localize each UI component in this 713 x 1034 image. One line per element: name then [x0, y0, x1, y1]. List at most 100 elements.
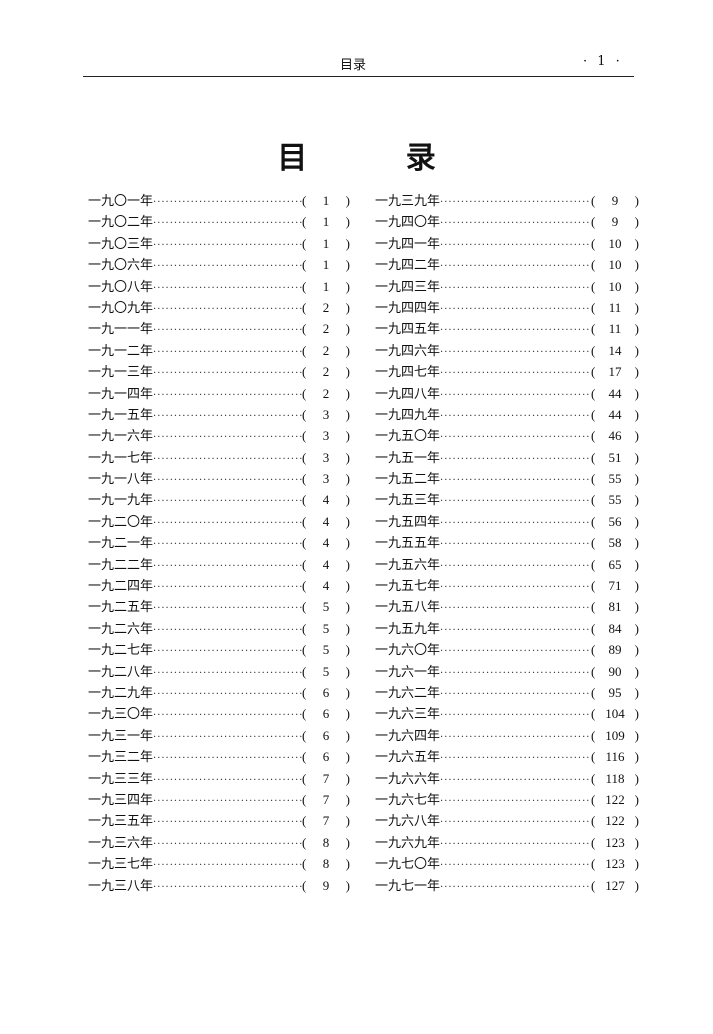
page-ref: 5	[322, 620, 330, 636]
toc-entry[interactable]: 一九六〇年 (89)	[375, 639, 639, 660]
toc-entry[interactable]: 一九二〇年 (4)	[88, 511, 350, 532]
page-ref: 2	[322, 364, 330, 380]
toc-entry-page: (6)	[302, 749, 350, 765]
toc-entry[interactable]: 一九一二年 (2)	[88, 340, 350, 361]
toc-entry[interactable]: 一九五五年 (58)	[375, 532, 639, 553]
toc-entry[interactable]: 一九五七年 (71)	[375, 575, 639, 596]
toc-entry[interactable]: 一九六四年 (109)	[375, 725, 639, 746]
toc-entry-year: 一九二八年	[88, 664, 154, 680]
toc-entry-year: 一九二七年	[88, 643, 154, 659]
dot-leader	[440, 689, 591, 700]
toc-entry[interactable]: 一九三八年 (9)	[88, 875, 350, 896]
page-ref: 65	[608, 556, 622, 572]
toc-entry[interactable]: 一九七一年 (127)	[375, 875, 639, 896]
toc-entry-page: (109)	[591, 727, 639, 743]
toc-entry[interactable]: 一九一四年 (2)	[88, 383, 350, 404]
toc-entry[interactable]: 一九四一年 (10)	[375, 233, 639, 254]
toc-entry[interactable]: 一九五三年 (55)	[375, 489, 639, 510]
toc-entry[interactable]: 一九一五年 (3)	[88, 404, 350, 425]
toc-entry[interactable]: 一九六六年 (118)	[375, 768, 639, 789]
toc-entry[interactable]: 一九二二年 (4)	[88, 554, 350, 575]
toc-entry[interactable]: 一九五一年 (51)	[375, 447, 639, 468]
toc-entry[interactable]: 一九三七年 (8)	[88, 853, 350, 874]
toc-entry-year: 一九七一年	[375, 878, 441, 894]
toc-entry[interactable]: 一九三三年 (7)	[88, 768, 350, 789]
toc-entry[interactable]: 一九二七年 (5)	[88, 639, 350, 660]
toc-entry-page: (4)	[302, 492, 350, 508]
toc-entry-year: 一九四〇年	[375, 215, 441, 231]
toc-entry[interactable]: 一九四二年 (10)	[375, 254, 639, 275]
toc-entry[interactable]: 一九〇三年 (1)	[88, 233, 350, 254]
page-ref: 4	[322, 535, 330, 551]
toc-entry[interactable]: 一九三二年 (6)	[88, 746, 350, 767]
toc-entry-page: (1)	[302, 278, 350, 294]
toc-entry[interactable]: 一九二一年 (4)	[88, 532, 350, 553]
page-ref: 10	[608, 235, 622, 251]
page-ref: 4	[322, 556, 330, 572]
toc-entry[interactable]: 一九七〇年 (123)	[375, 853, 639, 874]
toc-entry[interactable]: 一九一九年 (4)	[88, 489, 350, 510]
toc-entry[interactable]: 一九四九年 (44)	[375, 404, 639, 425]
toc-entry[interactable]: 一九五九年 (84)	[375, 618, 639, 639]
toc-entry[interactable]: 一九四四年 (11)	[375, 297, 639, 318]
dot-leader	[153, 368, 302, 379]
toc-entry-page: (10)	[591, 235, 639, 251]
toc-entry[interactable]: 一九四六年 (14)	[375, 340, 639, 361]
toc-entry[interactable]: 一九一六年 (3)	[88, 425, 350, 446]
toc-entry[interactable]: 一九〇九年 (2)	[88, 297, 350, 318]
toc-entry[interactable]: 一九五六年 (65)	[375, 554, 639, 575]
dot-leader	[440, 197, 591, 208]
toc-entry[interactable]: 一九五四年 (56)	[375, 511, 639, 532]
toc-entry[interactable]: 一九三一年 (6)	[88, 725, 350, 746]
page-ref: 11	[608, 321, 622, 337]
toc-entry[interactable]: 一九四三年 (10)	[375, 276, 639, 297]
toc-entry-page: (17)	[591, 364, 639, 380]
toc-entry[interactable]: 一九四〇年 (9)	[375, 211, 639, 232]
page-ref: 5	[322, 642, 330, 658]
toc-entry[interactable]: 一九六二年 (95)	[375, 682, 639, 703]
toc-entry[interactable]: 一九一七年 (3)	[88, 447, 350, 468]
toc-entry[interactable]: 一九二四年 (4)	[88, 575, 350, 596]
toc-entry[interactable]: 一九二六年 (5)	[88, 618, 350, 639]
page-title: 目 录	[277, 141, 480, 176]
toc-entry[interactable]: 一九六七年 (122)	[375, 789, 639, 810]
toc-entry[interactable]: 一九四五年 (11)	[375, 318, 639, 339]
toc-entry[interactable]: 一九四八年 (44)	[375, 383, 639, 404]
toc-entry-page: (5)	[302, 620, 350, 636]
toc-entry-page: (10)	[591, 278, 639, 294]
toc-entry[interactable]: 一九五二年 (55)	[375, 468, 639, 489]
toc-entry[interactable]: 一九三六年 (8)	[88, 832, 350, 853]
toc-entry[interactable]: 一九三五年 (7)	[88, 810, 350, 831]
toc-entry-page: (4)	[302, 513, 350, 529]
toc-entry[interactable]: 一九三〇年 (6)	[88, 703, 350, 724]
toc-entry-year: 一九一六年	[88, 429, 154, 445]
toc-entry[interactable]: 一九六三年 (104)	[375, 703, 639, 724]
toc-entry[interactable]: 一九四七年 (17)	[375, 361, 639, 382]
toc-entry[interactable]: 一九六五年 (116)	[375, 746, 639, 767]
page-ref: 90	[608, 663, 622, 679]
page-ref: 4	[322, 492, 330, 508]
toc-entry[interactable]: 一九一一年 (2)	[88, 318, 350, 339]
dot-leader	[153, 347, 302, 358]
toc-entry[interactable]: 一九三四年 (7)	[88, 789, 350, 810]
toc-entry[interactable]: 一九三九年 (9)	[375, 190, 639, 211]
toc-entry[interactable]: 一九二八年 (5)	[88, 661, 350, 682]
page-ref: 123	[605, 834, 625, 850]
toc-column-right: 一九三九年 (9) 一九四〇年 (9) 一九四一年 (10) 一九四二年 (10) 一九四三年 (…	[375, 190, 639, 896]
toc-entry[interactable]: 一九五〇年 (46)	[375, 425, 639, 446]
toc-entry[interactable]: 一九六九年 (123)	[375, 832, 639, 853]
toc-entry[interactable]: 一九〇一年 (1)	[88, 190, 350, 211]
toc-entry[interactable]: 一九〇二年 (1)	[88, 211, 350, 232]
page-ref: 84	[608, 620, 622, 636]
toc-entry[interactable]: 一九一八年 (3)	[88, 468, 350, 489]
toc-entry-year: 一九六六年	[375, 771, 441, 787]
toc-entry-year: 一九二五年	[88, 600, 154, 616]
toc-entry[interactable]: 一九一三年 (2)	[88, 361, 350, 382]
toc-entry[interactable]: 一九〇八年 (1)	[88, 276, 350, 297]
toc-entry[interactable]: 一九六八年 (122)	[375, 810, 639, 831]
toc-entry[interactable]: 一九二九年 (6)	[88, 682, 350, 703]
toc-entry[interactable]: 一九〇六年 (1)	[88, 254, 350, 275]
toc-entry[interactable]: 一九五八年 (81)	[375, 596, 639, 617]
toc-entry[interactable]: 一九二五年 (5)	[88, 596, 350, 617]
toc-entry[interactable]: 一九六一年 (90)	[375, 661, 639, 682]
